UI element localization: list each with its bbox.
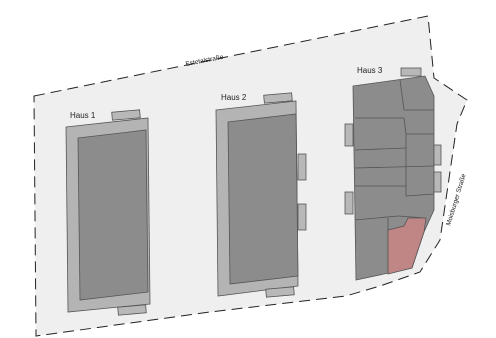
haus-3-bay-left-1 bbox=[344, 123, 354, 147]
haus-1[interactable] bbox=[65, 109, 151, 316]
haus-1-core bbox=[77, 129, 149, 301]
haus-2-bay-1 bbox=[297, 153, 307, 181]
haus-2[interactable] bbox=[215, 92, 307, 298]
haus-3-bay-right-2 bbox=[433, 171, 442, 193]
haus-2-label: Haus 2 bbox=[221, 93, 247, 102]
haus-1-balcony-bottom bbox=[117, 304, 147, 316]
haus-1-balcony-top bbox=[111, 109, 141, 121]
haus-3-bay-left-2 bbox=[344, 191, 354, 215]
haus-3-balcony-top bbox=[400, 67, 422, 77]
haus-3-highlighted-unit[interactable] bbox=[387, 217, 427, 275]
haus-2-balcony-bottom bbox=[265, 286, 295, 298]
haus-1-label: Haus 1 bbox=[70, 111, 96, 120]
haus-2-bay-2 bbox=[297, 203, 307, 231]
haus-2-balcony-top bbox=[263, 92, 293, 104]
haus-2-core bbox=[227, 113, 299, 285]
haus-3[interactable] bbox=[344, 67, 442, 281]
haus-3-label: Haus 3 bbox=[357, 66, 383, 75]
haus-3-bay-right-1 bbox=[433, 144, 442, 166]
